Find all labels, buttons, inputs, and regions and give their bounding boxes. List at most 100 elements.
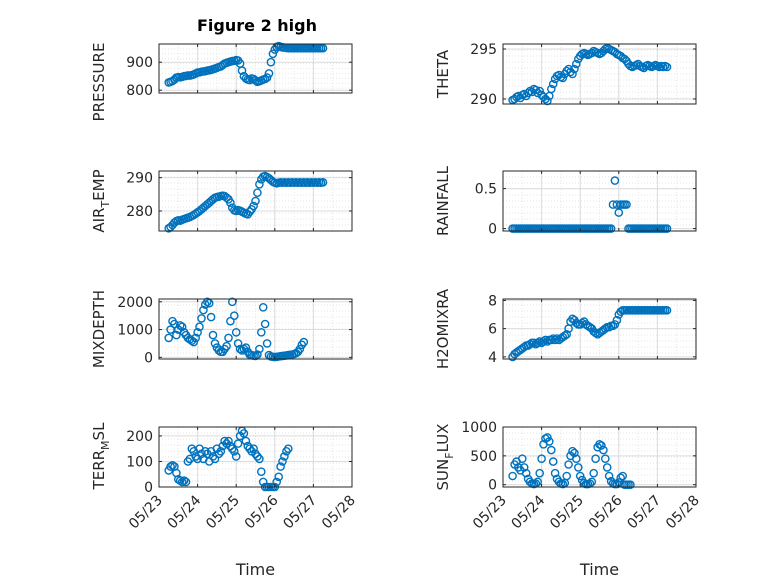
- data-point: [533, 477, 543, 487]
- data-point: [202, 297, 212, 307]
- data-point: [572, 318, 581, 328]
- data-point: [235, 344, 245, 354]
- data-point: [189, 337, 198, 347]
- data-point: [591, 454, 600, 464]
- data-point: [208, 330, 218, 340]
- x-axis-label: Time: [235, 560, 275, 579]
- data-point: [214, 449, 224, 459]
- data-point: [195, 322, 204, 332]
- data-point: [168, 460, 177, 470]
- x-tick-label: 05/28: [319, 493, 359, 533]
- data-point: [521, 468, 531, 478]
- x-tick-label: 05/27: [280, 493, 320, 533]
- data-point: [200, 446, 210, 456]
- subplot-pressure: 800 900 PRESSURE: [90, 41, 353, 122]
- data-point: [255, 179, 264, 189]
- data-point: [172, 330, 181, 340]
- y-tick-label: 1000: [461, 420, 497, 436]
- data-point: [318, 177, 328, 187]
- data-point: [572, 454, 581, 464]
- y-tick-label: 8: [488, 293, 497, 309]
- y-tick-label: 1000: [117, 323, 153, 339]
- data-point: [237, 66, 247, 75]
- data-point: [233, 439, 243, 448]
- data-point: [260, 319, 270, 329]
- data-point: [550, 335, 560, 345]
- axes-box: [158, 43, 353, 94]
- data-point: [606, 224, 616, 233]
- y-axis-label: TERRMSL: [90, 422, 112, 491]
- subplot-h2omixra: 4 6 8 H2OMIXRA: [434, 288, 697, 369]
- data-point: [518, 454, 527, 464]
- data-point: [197, 314, 206, 323]
- data-point: [547, 84, 556, 94]
- data-point: [199, 305, 208, 315]
- data-point: [662, 224, 672, 233]
- data-point: [224, 333, 233, 343]
- y-axis-label: SUNFLUX: [434, 424, 456, 491]
- x-tick-label: 05/25: [547, 493, 587, 533]
- axes-box: [158, 426, 353, 488]
- data-point: [266, 57, 276, 67]
- data-point: [612, 315, 622, 325]
- data-point: [245, 75, 254, 85]
- y-tick-label: 4: [488, 350, 497, 366]
- data-point: [562, 471, 572, 481]
- data-point: [264, 69, 274, 78]
- data-point: [570, 448, 579, 458]
- data-point: [318, 43, 328, 53]
- data-point: [610, 176, 620, 185]
- data-point: [545, 437, 554, 446]
- data-point: [568, 69, 577, 79]
- data-point: [255, 344, 264, 354]
- data-point: [255, 454, 264, 464]
- data-point: [604, 471, 614, 481]
- y-tick-label: 295: [470, 42, 497, 58]
- y-axis-label: PRESSURE: [90, 43, 108, 122]
- x-tick-label: 05/23: [126, 493, 166, 533]
- data-point: [591, 328, 600, 338]
- data-point: [260, 74, 270, 84]
- data-point: [239, 429, 249, 438]
- data-point: [602, 463, 612, 472]
- data-point: [599, 445, 608, 455]
- y-tick-label: 500: [470, 449, 497, 465]
- data-point: [575, 471, 585, 481]
- data-point: [564, 460, 573, 469]
- data-point: [597, 441, 606, 450]
- data-point: [253, 452, 262, 461]
- data-point: [662, 305, 672, 315]
- x-tick-label: 05/25: [203, 493, 243, 533]
- data-point: [552, 334, 562, 343]
- data-point: [206, 312, 216, 322]
- data-point: [539, 337, 548, 346]
- data-point: [595, 439, 604, 449]
- data-point: [262, 73, 272, 82]
- x-tick-label: 05/23: [470, 493, 510, 533]
- y-axis-label: THETA: [434, 49, 452, 99]
- data-point: [253, 350, 262, 359]
- data-point: [170, 319, 179, 329]
- data-point: [589, 468, 599, 478]
- data-point: [249, 444, 258, 454]
- data-point: [523, 88, 533, 98]
- data-point: [233, 339, 243, 348]
- data-point: [253, 188, 262, 197]
- data-point: [272, 477, 282, 487]
- data-point: [558, 73, 568, 83]
- data-point: [214, 346, 224, 355]
- data-point: [533, 338, 543, 348]
- data-point: [608, 321, 618, 331]
- data-point: [574, 463, 583, 472]
- data-point: [537, 454, 546, 464]
- data-point: [622, 200, 631, 209]
- data-point: [204, 298, 214, 308]
- data-point: [181, 477, 191, 487]
- y-tick-label: 6: [488, 322, 497, 338]
- data-point: [241, 343, 251, 352]
- data-point: [519, 463, 529, 472]
- y-tick-label: 290: [126, 171, 153, 187]
- data-point: [224, 436, 233, 446]
